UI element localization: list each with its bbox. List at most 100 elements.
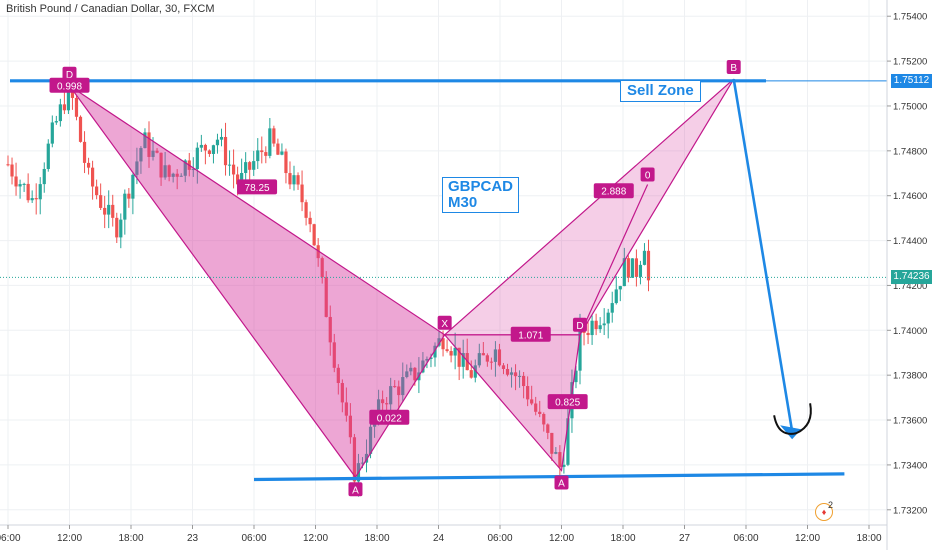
candle-body bbox=[324, 277, 328, 317]
ratio-label-bg bbox=[510, 326, 551, 342]
candle-body bbox=[207, 150, 212, 154]
candle-body bbox=[505, 368, 510, 375]
candle-body bbox=[489, 361, 493, 363]
candle-body bbox=[348, 415, 353, 438]
candle-body bbox=[425, 358, 429, 361]
candle-body bbox=[18, 184, 22, 187]
candle-body bbox=[441, 338, 445, 350]
candle-body bbox=[244, 162, 248, 173]
y-tick-label: 1.74600 bbox=[893, 191, 927, 202]
y-tick-label: 1.73800 bbox=[893, 371, 927, 382]
candle-body bbox=[538, 411, 542, 414]
pattern-point-label: X bbox=[441, 319, 448, 330]
candle-body bbox=[401, 377, 405, 396]
ratio-label: 0.825 bbox=[555, 398, 580, 409]
chart-title: British Pound / Canadian Dollar, 30, FXC… bbox=[6, 3, 215, 15]
alert-icon[interactable]: ♦ bbox=[815, 503, 833, 521]
candle-body bbox=[517, 375, 522, 377]
candle-body bbox=[332, 342, 336, 368]
candle-body bbox=[42, 168, 46, 185]
candle-body bbox=[155, 150, 159, 153]
candle-body bbox=[280, 151, 284, 155]
candle-body bbox=[46, 143, 50, 169]
ratio-label: 78.25 bbox=[245, 183, 270, 194]
pattern-point-label: A bbox=[558, 479, 565, 490]
candle-body bbox=[119, 219, 123, 238]
candle-body bbox=[236, 174, 240, 185]
candle-body bbox=[215, 139, 220, 146]
candle-body bbox=[159, 152, 163, 178]
candle-body bbox=[167, 165, 171, 177]
alert-count: 2 bbox=[828, 500, 834, 510]
x-tick-label: 12:00 bbox=[57, 533, 82, 544]
candle-body bbox=[6, 164, 10, 166]
candle-body bbox=[429, 357, 433, 359]
pattern-point-marker bbox=[572, 317, 587, 332]
pattern-point-marker bbox=[437, 315, 452, 330]
x-tick-label: 06:00 bbox=[0, 533, 21, 544]
candle-body bbox=[22, 183, 26, 185]
candle-body bbox=[260, 150, 264, 153]
projection-arrowhead bbox=[780, 425, 802, 440]
candle-body bbox=[308, 217, 312, 225]
candle-body bbox=[195, 147, 199, 170]
x-tick-label: 18:00 bbox=[364, 533, 389, 544]
ratio-label-bg bbox=[237, 179, 278, 195]
candle-body bbox=[469, 370, 473, 378]
candle-body bbox=[34, 198, 38, 200]
candle-body bbox=[336, 367, 340, 384]
candle-body bbox=[646, 250, 651, 281]
candle-body bbox=[477, 353, 481, 366]
ratio-label-bg bbox=[49, 77, 90, 93]
candle-body bbox=[10, 164, 14, 177]
y-tick-label: 1.75000 bbox=[893, 101, 927, 112]
candle-body bbox=[211, 145, 216, 154]
candle-body bbox=[344, 402, 348, 416]
candle-body bbox=[231, 164, 236, 175]
candle-body bbox=[54, 121, 58, 123]
candle-body bbox=[252, 161, 256, 170]
ratio-label: 2.888 bbox=[601, 187, 626, 198]
candle-body bbox=[634, 258, 639, 277]
candle-body bbox=[530, 399, 534, 404]
candle-body bbox=[288, 173, 292, 185]
sell-zone-annotation[interactable]: Sell Zone bbox=[620, 80, 701, 102]
candle-body bbox=[381, 399, 385, 404]
candle-body bbox=[409, 367, 413, 372]
candle-body bbox=[90, 167, 95, 187]
candle-body bbox=[320, 258, 324, 278]
candle-body bbox=[340, 383, 344, 403]
pattern-point-label: D bbox=[576, 321, 583, 332]
x-tick-label: 12:00 bbox=[549, 533, 574, 544]
pattern-point-label: A bbox=[352, 485, 359, 496]
y-tick-label: 1.74800 bbox=[893, 146, 927, 157]
candle-body bbox=[264, 152, 268, 156]
candle-body bbox=[413, 367, 417, 381]
candle-body bbox=[240, 172, 244, 185]
candle-body bbox=[578, 324, 582, 371]
candle-body bbox=[99, 195, 103, 208]
x-tick-label: 06:00 bbox=[241, 533, 266, 544]
candle-body bbox=[449, 351, 453, 356]
resistance-price-tag: 1.75112 bbox=[891, 73, 932, 88]
candle-body bbox=[131, 174, 135, 199]
candle-body bbox=[626, 258, 630, 278]
candle-body bbox=[328, 316, 332, 343]
pattern-point-marker bbox=[554, 475, 569, 490]
candle-body bbox=[292, 175, 296, 185]
candle-body bbox=[127, 193, 131, 199]
candle-body bbox=[62, 104, 66, 111]
candle-body bbox=[300, 184, 304, 203]
x-tick-label: 27 bbox=[679, 533, 691, 544]
candle-body bbox=[368, 426, 373, 454]
candle-body bbox=[574, 370, 578, 383]
candle-body bbox=[14, 176, 18, 187]
candle-body bbox=[219, 136, 224, 140]
pattern-point-marker bbox=[640, 167, 655, 182]
pair-timeframe-annotation[interactable]: GBPCAD M30 bbox=[442, 177, 520, 213]
support-line bbox=[253, 472, 845, 482]
candle-body bbox=[58, 104, 62, 122]
